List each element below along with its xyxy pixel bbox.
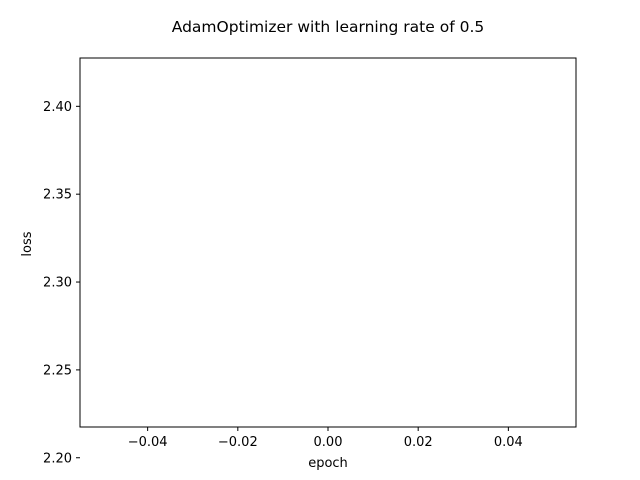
chart-title: AdamOptimizer with learning rate of 0.5 (172, 18, 484, 36)
x-tick-label: 0.02 (404, 435, 433, 450)
x-tick-label: −0.04 (128, 435, 168, 450)
x-tick-label: −0.02 (218, 435, 258, 450)
y-tick-label: 2.40 (43, 100, 72, 115)
y-tick-label: 2.20 (43, 451, 72, 466)
x-tick-label: 0.00 (314, 435, 343, 450)
y-tick-label: 2.25 (43, 363, 72, 378)
y-axis: 2.20 2.25 2.30 2.35 2.40 (43, 100, 80, 466)
x-axis-label: epoch (308, 456, 348, 471)
x-tick-label: 0.04 (494, 435, 523, 450)
y-tick-label: 2.35 (43, 188, 72, 203)
y-axis-label: loss (20, 231, 35, 256)
y-tick-label: 2.30 (43, 276, 72, 291)
x-axis: −0.04 −0.02 0.00 0.02 0.04 (128, 427, 523, 450)
